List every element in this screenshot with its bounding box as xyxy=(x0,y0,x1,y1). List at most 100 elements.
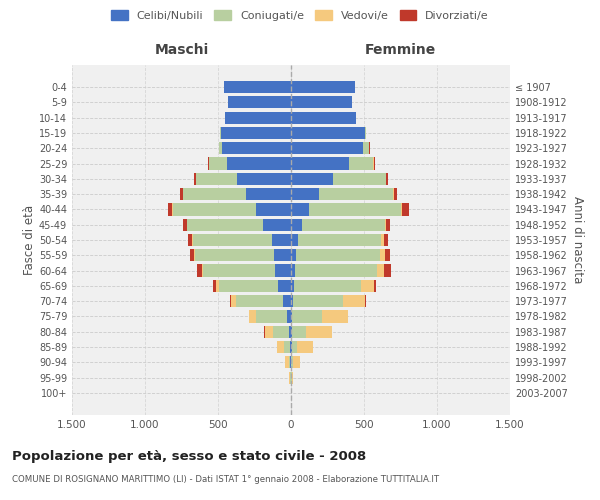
Y-axis label: Anni di nascita: Anni di nascita xyxy=(571,196,584,284)
Bar xyxy=(361,280,374,292)
Bar xyxy=(386,172,388,185)
Bar xyxy=(246,188,291,200)
Bar xyxy=(227,158,291,170)
Bar xyxy=(292,356,293,368)
Bar xyxy=(380,249,385,262)
Bar xyxy=(385,264,391,276)
Text: Maschi: Maschi xyxy=(154,44,209,58)
Bar xyxy=(272,234,291,246)
Bar xyxy=(291,310,292,322)
Bar xyxy=(287,310,291,322)
Bar xyxy=(291,172,334,185)
Bar xyxy=(319,188,393,200)
Bar xyxy=(334,172,386,185)
Bar xyxy=(224,81,291,93)
Bar xyxy=(377,264,385,276)
Bar xyxy=(296,249,380,262)
Bar xyxy=(291,326,292,338)
Bar xyxy=(187,218,263,231)
Bar xyxy=(293,356,299,368)
Bar xyxy=(291,158,349,170)
Bar xyxy=(220,142,223,154)
Bar xyxy=(291,234,298,246)
Bar xyxy=(291,127,365,139)
Bar xyxy=(401,204,409,216)
Bar xyxy=(202,264,203,276)
Bar xyxy=(296,341,313,353)
Bar xyxy=(237,172,291,185)
Bar xyxy=(291,81,355,93)
Legend: Celibi/Nubili, Coniugati/e, Vedovi/e, Divorziati/e: Celibi/Nubili, Coniugati/e, Vedovi/e, Di… xyxy=(107,6,493,25)
Bar xyxy=(289,356,290,368)
Bar xyxy=(275,264,291,276)
Bar xyxy=(231,295,236,308)
Bar xyxy=(190,249,194,262)
Bar xyxy=(294,280,361,292)
Bar xyxy=(305,326,332,338)
Bar xyxy=(196,172,237,185)
Bar xyxy=(365,295,367,308)
Bar xyxy=(193,234,272,246)
Bar xyxy=(291,112,356,124)
Bar xyxy=(289,372,290,384)
Bar xyxy=(295,264,377,276)
Bar xyxy=(168,204,172,216)
Bar xyxy=(289,326,291,338)
Bar xyxy=(286,356,289,368)
Bar xyxy=(292,372,293,384)
Bar xyxy=(263,218,291,231)
Bar xyxy=(226,112,291,124)
Bar xyxy=(188,234,193,246)
Bar xyxy=(343,295,365,308)
Bar xyxy=(298,234,381,246)
Y-axis label: Fasce di età: Fasce di età xyxy=(23,205,36,275)
Bar xyxy=(322,310,348,322)
Bar xyxy=(394,188,397,200)
Bar xyxy=(293,295,343,308)
Bar xyxy=(381,234,383,246)
Bar xyxy=(292,341,296,353)
Bar xyxy=(220,280,278,292)
Bar xyxy=(273,326,289,338)
Bar xyxy=(362,142,369,154)
Bar xyxy=(291,249,296,262)
Bar xyxy=(383,234,388,246)
Bar xyxy=(183,188,246,200)
Bar xyxy=(181,188,182,200)
Bar xyxy=(256,204,291,216)
Bar xyxy=(386,218,389,231)
Bar xyxy=(236,295,283,308)
Bar xyxy=(302,218,385,231)
Bar xyxy=(308,204,401,216)
Bar xyxy=(291,264,295,276)
Bar xyxy=(228,96,291,108)
Bar xyxy=(230,295,231,308)
Bar xyxy=(385,218,386,231)
Bar xyxy=(221,127,291,139)
Bar xyxy=(256,310,287,322)
Bar xyxy=(203,264,275,276)
Bar xyxy=(197,264,202,276)
Bar xyxy=(194,172,196,185)
Bar xyxy=(291,204,308,216)
Bar xyxy=(194,249,196,262)
Bar xyxy=(292,326,305,338)
Bar xyxy=(265,326,273,338)
Bar xyxy=(277,341,284,353)
Bar xyxy=(250,310,256,322)
Bar xyxy=(393,188,394,200)
Bar xyxy=(291,295,293,308)
Bar xyxy=(365,127,366,139)
Bar xyxy=(349,158,373,170)
Bar xyxy=(291,188,319,200)
Text: Femmine: Femmine xyxy=(365,44,436,58)
Bar xyxy=(290,341,291,353)
Bar xyxy=(291,280,294,292)
Bar xyxy=(292,310,322,322)
Bar xyxy=(291,96,352,108)
Bar xyxy=(291,218,302,231)
Bar xyxy=(209,158,227,170)
Text: COMUNE DI ROSIGNANO MARITTIMO (LI) - Dati ISTAT 1° gennaio 2008 - Elaborazione T: COMUNE DI ROSIGNANO MARITTIMO (LI) - Dat… xyxy=(12,475,439,484)
Bar xyxy=(196,249,274,262)
Bar xyxy=(374,280,376,292)
